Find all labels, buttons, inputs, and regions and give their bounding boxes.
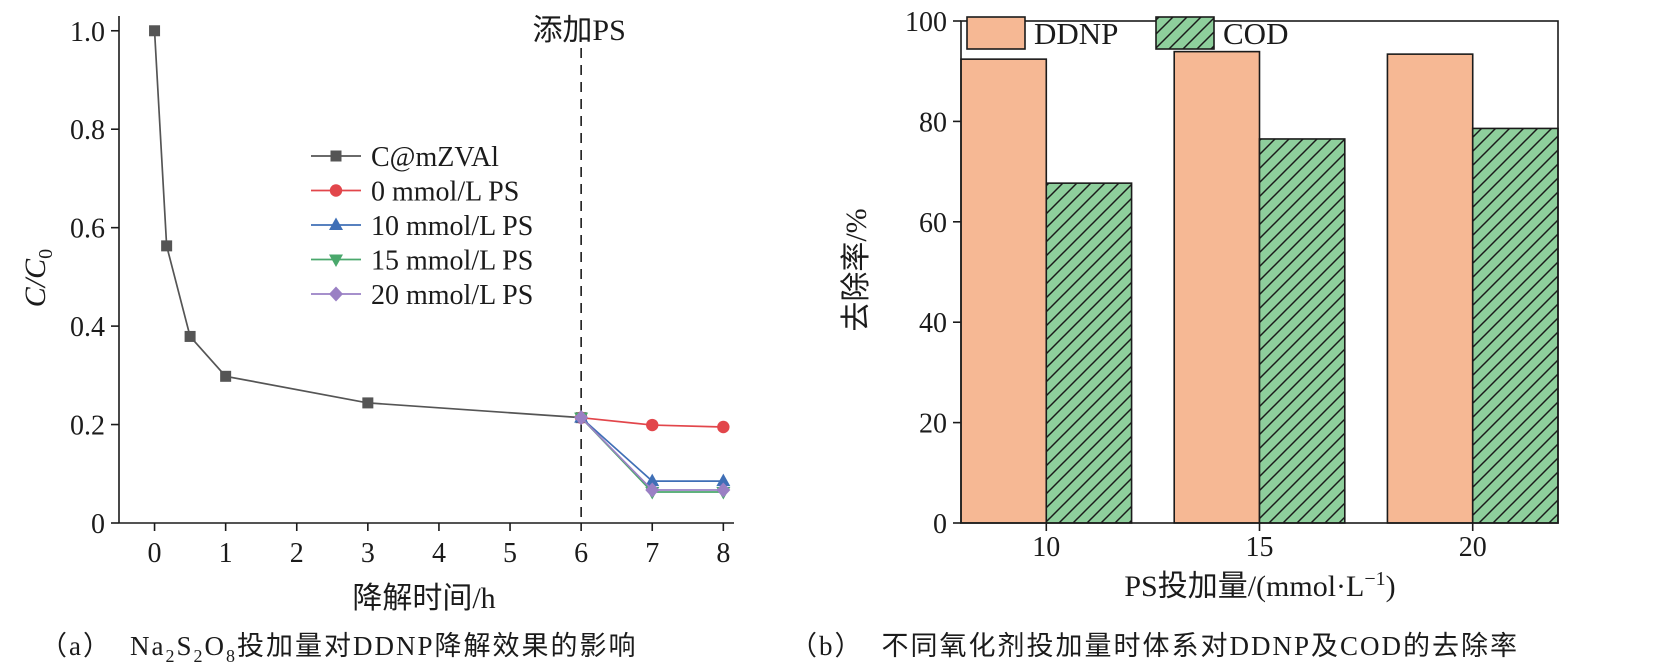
legend-marker [330,150,342,162]
caption-panel-label: （a） [40,631,112,661]
legend-label: 20 mmol/L PS [371,280,533,311]
panel-b-y-tick-label: 100 [905,7,947,38]
y-axis-label-subscript: 0 [35,249,57,259]
panel-a-y-tick-label: 0.4 [70,312,105,343]
bar-cod [1045,182,1133,524]
panel-b-caption: （b） 不同氧化剂投加量时体系对DDNP及COD的去除率 [790,631,1519,661]
caption-text: 不同氧化剂投加量时体系对DDNP及COD的去除率 [882,631,1520,661]
panel-a-x-tick-label: 0 [148,538,162,569]
legend-label: 15 mmol/L PS [371,246,533,277]
bar-ddnp [1173,50,1261,524]
caption-subscript: 2 [165,646,176,666]
panel-a-y-tick-label: 1.0 [70,17,105,48]
panel-b-legend: DDNP COD [966,16,1288,51]
bar-ddnp [960,58,1048,524]
data-point-marker [646,418,659,432]
panel-b-y-tick-label: 20 [919,409,947,440]
panel-a-x-tick-label: 3 [361,538,375,569]
panel-a-y-tick-label: 0.6 [70,214,105,245]
panel-a-x-tick-label: 8 [716,538,730,569]
panel-b-y-tick-label: 0 [933,509,947,540]
y-axis-label-main: C/C [19,258,52,307]
figure-captions: （a） Na2S2O8投加量对DDNP降解效果的影响 （b） 不同氧化剂投加量时体系对… [40,631,1519,666]
legend-item-15-mmol-l-ps: 15 mmol/L PS [311,246,533,277]
data-point-marker [645,473,660,487]
panel-a-x-axis-label: 降解时间/h [352,582,495,615]
data-point-marker [574,410,589,426]
legend-label: C@mZVAl [371,142,499,173]
caption-subscript: 2 [194,646,205,666]
legend-swatch [1155,16,1215,50]
panel-b-x-tick-label: 10 [1032,532,1060,563]
data-point-marker [149,25,161,37]
data-point-marker [184,330,196,342]
legend-marker [329,286,343,302]
legend-marker [329,217,343,230]
legend-swatch [966,16,1026,50]
panel-a-x-tick-label: 7 [645,538,659,569]
panel-a-y-tick-label: 0.8 [70,115,105,146]
panel-a-x-tick-label: 4 [432,538,446,569]
panel-a-y-tick-label: 0 [91,509,105,540]
panel-a-series-20-mmol-l-ps [574,410,731,498]
panel-b-y-tick-label: 40 [919,308,947,339]
data-point-marker [716,473,731,487]
x-axis-label-superscript: −1 [1364,568,1385,590]
bar-group-20 [1386,53,1559,524]
bar-ddnp [1386,53,1474,524]
data-point-marker [161,240,173,252]
panel-b-x-tick-label: 15 [1246,532,1274,563]
legend-item-ddnp: DDNP [966,16,1118,51]
data-point-marker [220,370,232,382]
caption-text: O [205,631,227,661]
caption-panel-label: （b） [790,631,864,661]
legend-marker [329,184,343,197]
panel-b-x-tick-label: 20 [1459,532,1487,563]
caption-text: 投加量对DDNP降解效果的影响 [237,631,638,661]
legend-label: COD [1223,16,1288,51]
legend-item-cod: COD [1155,16,1288,51]
data-point-marker [716,482,731,498]
legend-item-10-mmol-l-ps: 10 mmol/L PS [311,211,533,242]
panel-a-x-tick-label: 5 [503,538,517,569]
caption-subscript: 8 [226,646,237,666]
data-point-marker [362,397,374,409]
panel-a-x-tick-label: 1 [219,538,233,569]
legend-label: DDNP [1034,16,1118,51]
legend-marker [329,254,343,267]
panel-a-x-tick-label: 2 [290,538,304,569]
panel-a-series-0-mmol-l-ps [574,411,730,434]
bar-group-15 [1173,50,1346,524]
legend-label: 0 mmol/L PS [371,177,519,208]
legend-item-c-mzval: C@mZVAl [311,142,499,173]
x-axis-label-end: ) [1386,570,1396,603]
panel-a-line-chart: 0 0.2 0.4 0.6 0.8 1.0 0 1 2 3 4 5 6 7 8 添加PS C@mZVAl 0 mm… [70,14,734,569]
bar-group-10 [960,58,1133,524]
data-point-marker [717,420,730,434]
panel-b-x-axis-label: PS投加量/(mmol·L−1) [1124,568,1395,603]
panel-a-y-axis-label: C/C0 [19,249,57,307]
legend-item-20-mmol-l-ps: 20 mmol/L PS [311,280,533,311]
x-axis-label-main: PS投加量/(mmol·L [1124,570,1364,603]
series-line [153,30,582,419]
caption-text: Na [130,631,165,661]
data-point-marker [645,482,660,498]
bar-cod [1471,127,1559,524]
caption-text: S [176,631,193,661]
panel-b-y-tick-label: 60 [919,208,947,239]
legend-label: 10 mmol/L PS [371,211,533,242]
panel-b-y-tick-label: 80 [919,107,947,138]
panel-a-x-tick-label: 6 [574,538,588,569]
panel-a-caption: （a） Na2S2O8投加量对DDNP降解效果的影响 [40,631,638,666]
panel-b-bar-chart: 0 20 40 60 80 100 10 15 20 DDNP COD [905,7,1559,563]
panel-a-y-tick-label: 0.2 [70,411,105,442]
legend-item-0-mmol-l-ps: 0 mmol/L PS [311,177,519,208]
bar-cod [1258,138,1346,524]
ps-addition-annotation-label: 添加PS [532,14,625,47]
panel-b-y-axis-label: 去除率/% [840,208,873,331]
